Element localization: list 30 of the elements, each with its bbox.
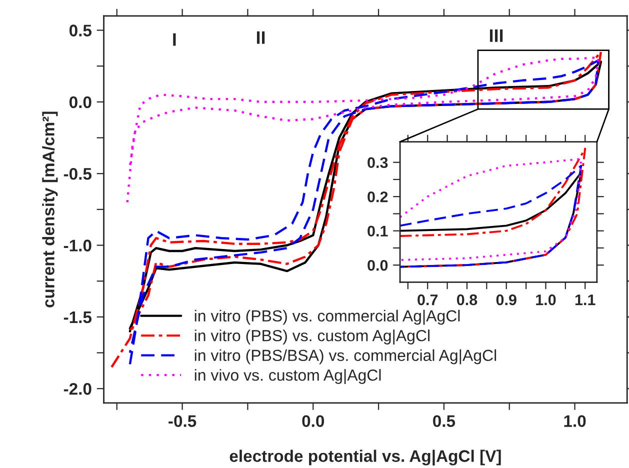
x-tick-label: 1.0 bbox=[564, 415, 586, 427]
x-tick-label: 0.7 bbox=[418, 294, 438, 306]
annotation: I bbox=[173, 33, 176, 46]
y-tick-label: -1.5 bbox=[64, 312, 92, 324]
y-tick-label: -1.0 bbox=[64, 240, 92, 252]
y-tick-label: 0.0 bbox=[368, 260, 388, 271]
legend-label: in vitro (PBS) vs. custom Ag|AgCl bbox=[194, 330, 430, 345]
y-tick-label: 0.0 bbox=[69, 96, 92, 108]
x-tick-label: 1.1 bbox=[575, 294, 596, 306]
y-tick-label: 0.3 bbox=[368, 157, 388, 168]
x-tick-label: 1.0 bbox=[536, 294, 556, 306]
annotation: II bbox=[256, 31, 265, 44]
y-tick-label: 0.2 bbox=[368, 191, 388, 202]
y-tick-label: -2.0 bbox=[64, 383, 92, 395]
y-axis-title: current density [mA/cm²] bbox=[42, 112, 58, 308]
legend-label: in vitro (PBS) vs. commercial Ag|AgCl bbox=[194, 310, 460, 325]
line-series bbox=[400, 148, 586, 268]
x-tick-label: 0.9 bbox=[496, 294, 516, 306]
line-series bbox=[126, 56, 600, 204]
x-axis-title: electrode potential vs. Ag|AgCl [V] bbox=[230, 450, 501, 466]
legend-label: in vitro (PBS/BSA) vs. commercial Ag|AgCl bbox=[194, 349, 496, 364]
legend-label: in vivo vs. custom Ag|AgCl bbox=[194, 369, 381, 384]
y-tick-label: -0.5 bbox=[64, 168, 92, 180]
x-tick-label: 0.8 bbox=[456, 294, 478, 306]
x-tick-label: 0.0 bbox=[302, 415, 324, 427]
y-tick-label: 0.5 bbox=[69, 24, 92, 36]
y-tick-label: 0.1 bbox=[368, 226, 388, 237]
x-tick-label: 0.5 bbox=[433, 415, 456, 427]
annotation: III bbox=[490, 29, 503, 42]
x-tick-label: -0.5 bbox=[168, 415, 196, 427]
